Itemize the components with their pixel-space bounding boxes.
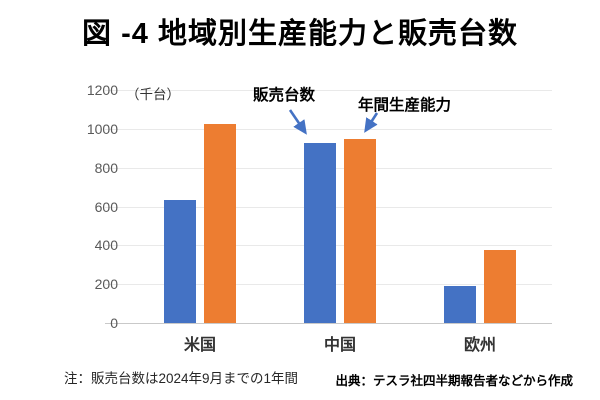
x-tick-europe: 欧州: [463, 337, 496, 354]
x-tick-china: 中国: [323, 337, 356, 354]
annotation-capacity-label: 年間生産能力: [358, 97, 452, 114]
chart-title: 図 -4 地域別生産能力と販売台数: [82, 18, 518, 50]
gridline-1200: [105, 90, 552, 91]
source-note: 出典：テスラ社四半期報告者などから作成: [335, 374, 573, 388]
arrow-to-capacity-bar: [364, 112, 379, 133]
y-tick-800: 800: [94, 159, 118, 176]
annotation-sales-label: 販売台数: [253, 87, 316, 104]
bar-sales-usa: [164, 199, 196, 323]
y-tick-600: 600: [94, 198, 118, 215]
bar-sales-europe: [444, 286, 476, 323]
y-tick-1200: 1200: [86, 82, 118, 98]
y-tick-200: 200: [94, 276, 118, 293]
y-axis-unit-label: （千台）: [126, 87, 180, 102]
y-tick-1000: 1000: [86, 120, 118, 137]
y-tick-0: 0: [110, 315, 118, 331]
bar-capacity-europe: [484, 250, 516, 323]
footnote: 注：販売台数は2024年9月までの1年間: [64, 371, 299, 386]
x-axis-line: [105, 323, 552, 324]
gridline-1000: [105, 128, 552, 130]
bar-capacity-china: [344, 138, 376, 323]
bar-capacity-usa: [204, 123, 236, 323]
y-tick-400: 400: [94, 237, 118, 254]
x-tick-usa: 米国: [183, 337, 216, 354]
bar-sales-china: [304, 143, 336, 323]
